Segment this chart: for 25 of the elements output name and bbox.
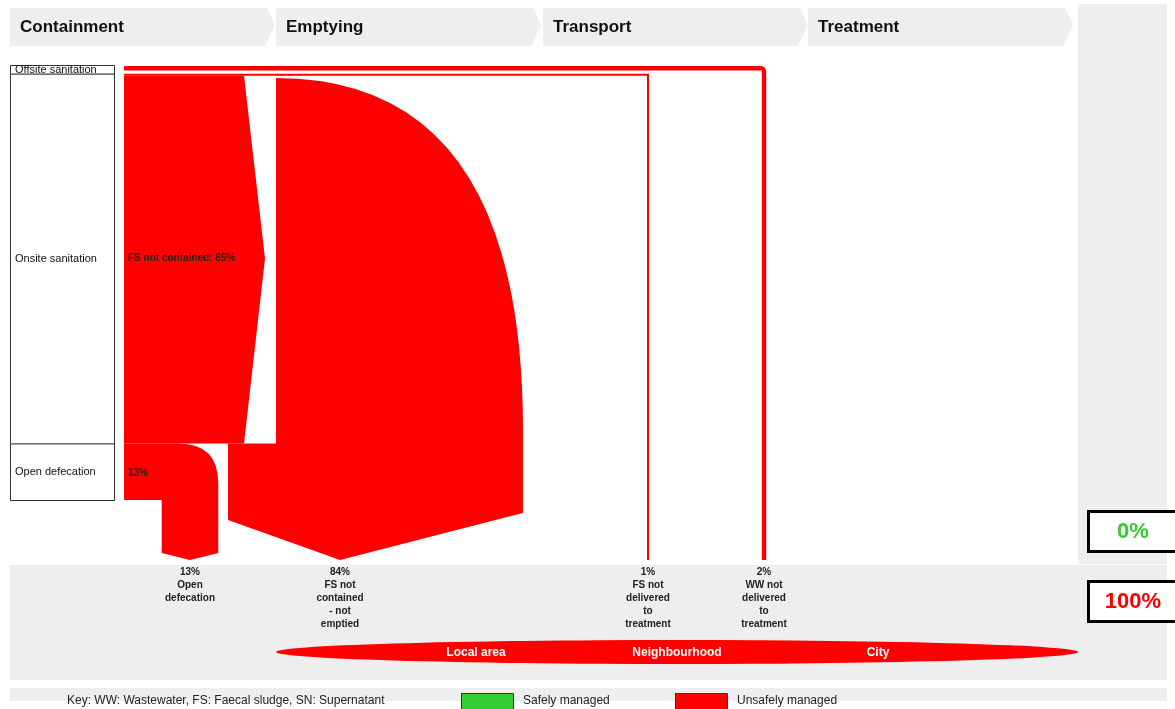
data-label: 2%: [756, 565, 772, 577]
text: City: [865, 644, 891, 660]
text: Key: WW: Wastewater, FS: Faecal sludge, SN: Supernatant: [67, 693, 386, 708]
text: Emptying: [286, 16, 364, 36]
text: Containment: [20, 16, 125, 36]
text: Onsite sanitation: [15, 251, 97, 264]
text: Local area: [445, 644, 507, 660]
text: Offsite sanitation: [15, 63, 97, 76]
text: Transport: [553, 16, 632, 36]
category-label: FS not delivered to treatment: [625, 578, 672, 629]
text: 100%: [1104, 588, 1162, 614]
text: 0%: [1117, 518, 1149, 544]
category-label: WW not delivered to treatment: [741, 578, 788, 629]
category-label: Open defecation: [164, 578, 216, 603]
text: 13%: [128, 467, 149, 479]
legend-label: Unsafely managed: [737, 693, 838, 708]
category-label: FS not contained - not emptied: [316, 578, 364, 629]
data-label: 13%: [179, 565, 201, 577]
text: Neighbourhood: [631, 644, 723, 660]
legend-label: Safely managed: [523, 693, 610, 708]
text: Treatment: [818, 16, 900, 36]
text: Open defecation: [15, 464, 96, 477]
text: FS not contained: 85%: [128, 252, 236, 264]
data-label: 84%: [329, 565, 351, 577]
data-label: 1%: [640, 565, 656, 577]
